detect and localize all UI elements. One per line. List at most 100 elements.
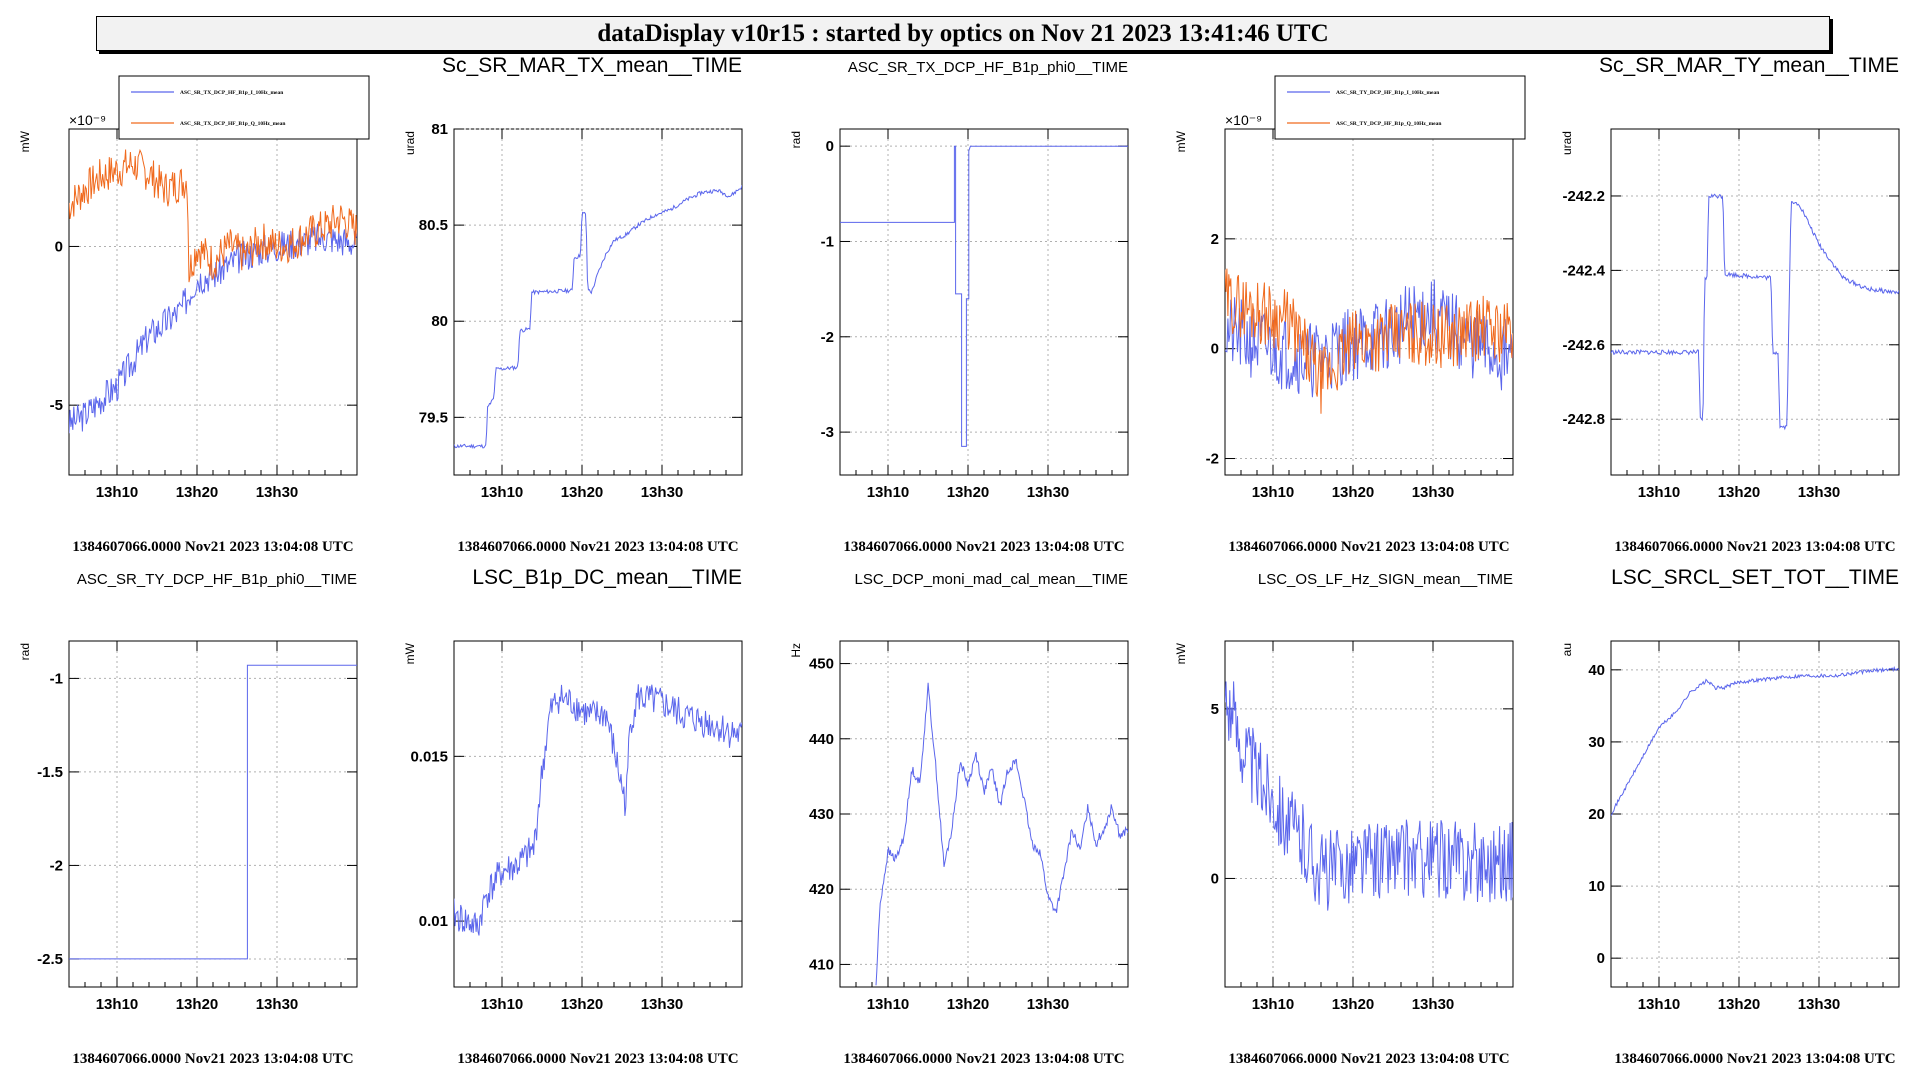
y-tick-label: 0 xyxy=(55,238,63,255)
plot-title: Sc_SR_MAR_TY_mean__TIME xyxy=(1599,54,1899,77)
y-tick-label: 0 xyxy=(1211,341,1219,358)
y-tick-label: 5 xyxy=(1211,701,1219,718)
y-tick-label: 0 xyxy=(826,138,834,155)
x-tick-label: 13h30 xyxy=(1798,484,1841,501)
x-tick-label: 13h20 xyxy=(176,996,219,1013)
x-tick-label: 13h20 xyxy=(561,996,604,1013)
plot-frame xyxy=(1610,640,1900,988)
y-axis-label: mW xyxy=(403,642,417,664)
x-tick-label: 13h20 xyxy=(1718,996,1761,1013)
plot-frame xyxy=(68,128,358,476)
plot-timestamp: 1384607066.0000 Nov21 2023 13:04:08 UTC xyxy=(457,539,738,555)
y-tick-label: 79.5 xyxy=(419,409,448,426)
y-exponent-label: ×10⁻⁹ xyxy=(1225,112,1262,128)
x-tick-label: 13h10 xyxy=(1638,484,1681,501)
y-axis-label: rad xyxy=(18,643,32,660)
y-tick-label: 0 xyxy=(1597,950,1605,967)
plot-title: LSC_SRCL_SET_TOT__TIME xyxy=(1611,566,1899,589)
y-axis-label: au xyxy=(1560,643,1574,656)
y-tick-label: -242.6 xyxy=(1562,337,1605,354)
y-tick-label: 450 xyxy=(809,656,834,673)
x-tick-label: 13h30 xyxy=(1412,996,1455,1013)
plot-frame xyxy=(68,640,358,988)
x-tick-label: 13h20 xyxy=(947,484,990,501)
x-tick-label: 13h30 xyxy=(1412,484,1455,501)
x-tick-label: 13h30 xyxy=(1027,996,1070,1013)
display-banner: dataDisplay v10r15 : started by optics o… xyxy=(96,16,1830,51)
plot-legend: ASC_SR_TX_DCP_HF_B1p_I_10Hz_mean ASC_SR_T… xyxy=(118,75,370,140)
plot-frame xyxy=(453,128,743,476)
x-tick-label: 13h20 xyxy=(176,484,219,501)
x-tick-label: 13h10 xyxy=(867,484,910,501)
x-tick-label: 13h10 xyxy=(1252,484,1295,501)
plot-panel-6: 13h10 13h20 13h30 -1 -1.5 -2 -2.5 rad ASC_SR_TY_… xyxy=(18,571,358,1067)
x-tick-label: 13h30 xyxy=(641,484,684,501)
x-tick-label: 13h30 xyxy=(256,484,299,501)
plot-timestamp: 1384607066.0000 Nov21 2023 13:04:08 UTC xyxy=(72,1051,353,1067)
x-tick-label: 13h10 xyxy=(96,484,139,501)
y-axis-label: mW xyxy=(1174,130,1188,152)
plot-panel-8: 13h10 13h20 13h30 450 440 430 420 410 Hz LSC_DCP_… xyxy=(789,571,1129,1067)
plot-title: LSC_DCP_moni_mad_cal_mean__TIME xyxy=(855,571,1128,588)
plot-timestamp: 1384607066.0000 Nov21 2023 13:04:08 UTC xyxy=(1614,1051,1895,1067)
y-tick-label: -5 xyxy=(50,397,63,414)
x-tick-label: 13h30 xyxy=(256,996,299,1013)
x-tick-label: 13h20 xyxy=(561,484,604,501)
y-tick-label: 80 xyxy=(431,313,448,330)
plot-panel-10: 13h10 13h20 13h30 40 30 20 10 0 au LSC_SRCL_SET_T… xyxy=(1560,566,1900,1067)
y-tick-label: 80.5 xyxy=(419,217,448,234)
plot-title: LSC_OS_LF_Hz_SIGN_mean__TIME xyxy=(1258,571,1513,588)
plot-frame xyxy=(453,640,743,988)
y-tick-label: 430 xyxy=(809,806,834,823)
series-line xyxy=(69,148,357,283)
y-axis-label: urad xyxy=(1560,131,1574,155)
plot-title: ASC_SR_TX_DCP_HF_B1p_phi0__TIME xyxy=(848,59,1128,76)
y-tick-label: 0.015 xyxy=(410,748,448,765)
plot-timestamp: 1384607066.0000 Nov21 2023 13:04:08 UTC xyxy=(843,539,1124,555)
legend-entry: ASC_SR_TY_DCP_HF_B1p_Q_10Hz_mean xyxy=(1336,121,1441,127)
series-line xyxy=(1611,665,1899,816)
x-tick-label: 13h20 xyxy=(1718,484,1761,501)
y-axis-label: rad xyxy=(789,131,803,148)
plot-timestamp: 1384607066.0000 Nov21 2023 13:04:08 UTC xyxy=(72,539,353,555)
plot-panel-5: 13h10 13h20 13h30 -242.2 -242.4 -242.6 -242.8 u… xyxy=(1560,54,1900,555)
plot-panel-4: 13h10 13h20 13h30 2 0 -2 mW ×10⁻⁹ ASC_SR_TY_DCP_… xyxy=(1174,75,1526,555)
plot-title: LSC_B1p_DC_mean__TIME xyxy=(472,566,742,589)
y-tick-label: 410 xyxy=(809,956,834,973)
y-axis-label: mW xyxy=(18,130,32,152)
y-tick-label: 0 xyxy=(1211,870,1219,887)
y-axis-label: urad xyxy=(403,131,417,155)
x-tick-label: 13h30 xyxy=(1798,996,1841,1013)
plot-frame xyxy=(1224,128,1514,476)
y-tick-label: -1.5 xyxy=(37,764,63,781)
y-tick-label: -2 xyxy=(821,329,834,346)
series-line xyxy=(69,664,357,960)
plot-timestamp: 1384607066.0000 Nov21 2023 13:04:08 UTC xyxy=(1614,539,1895,555)
plot-title: ASC_SR_TY_DCP_HF_B1p_phi0__TIME xyxy=(77,571,357,588)
series-line xyxy=(454,684,742,936)
y-tick-label: -2 xyxy=(50,857,63,874)
plot-title: Sc_SR_MAR_TX_mean__TIME xyxy=(442,54,742,77)
plot-legend: ASC_SR_TY_DCP_HF_B1p_I_10Hz_mean ASC_SR_T… xyxy=(1274,75,1526,140)
x-tick-label: 13h10 xyxy=(481,996,524,1013)
legend-box xyxy=(1274,75,1526,140)
series-line xyxy=(1225,268,1513,414)
y-tick-label: 20 xyxy=(1588,806,1605,823)
y-tick-label: -2.5 xyxy=(37,951,63,968)
y-tick-label: 0.01 xyxy=(419,913,448,930)
plot-panel-7: 13h10 13h20 13h30 0.015 0.01 mW LSC_B1p_DC_mea… xyxy=(403,566,743,1067)
y-axis-label: mW xyxy=(1174,642,1188,664)
y-tick-label: 2 xyxy=(1211,231,1219,248)
y-tick-label: -242.2 xyxy=(1562,188,1605,205)
y-tick-label: 30 xyxy=(1588,734,1605,751)
x-tick-label: 13h20 xyxy=(1332,996,1375,1013)
y-tick-label: 420 xyxy=(809,881,834,898)
series-line xyxy=(1611,193,1899,431)
y-tick-label: -242.8 xyxy=(1562,411,1605,428)
plot-panel-2: 13h10 13h20 13h30 81 80.5 80 79.5 urad Sc_SR_MAR… xyxy=(403,54,743,555)
series-line xyxy=(875,682,1128,986)
plot-timestamp: 1384607066.0000 Nov21 2023 13:04:08 UTC xyxy=(843,1051,1124,1067)
legend-entry: ASC_SR_TY_DCP_HF_B1p_I_10Hz_mean xyxy=(1336,90,1439,96)
y-tick-label: -242.4 xyxy=(1562,262,1605,279)
